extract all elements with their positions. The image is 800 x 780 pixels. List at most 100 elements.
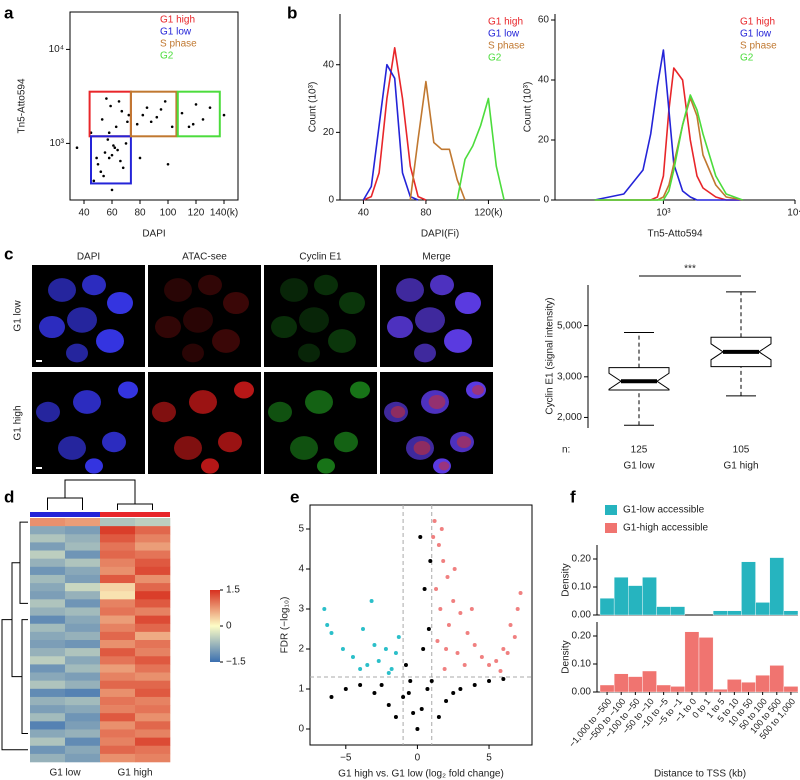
gate (129, 90, 178, 138)
legend-entry: G1 high (160, 15, 195, 26)
y-tick-label: 60 (538, 15, 550, 26)
heatmap-cell (100, 534, 136, 543)
heatmap-cell (30, 566, 66, 576)
y-tick-label: 0.10 (572, 582, 592, 593)
data-point (472, 643, 477, 647)
heatmap-cell (135, 640, 171, 649)
data-point (114, 125, 118, 129)
y-tick-label: 4 (298, 564, 304, 575)
heatmap-cell (30, 574, 66, 584)
heatmap-cell (100, 640, 136, 649)
heatmap-cell (100, 672, 136, 681)
nucleus (39, 315, 65, 339)
nucleus (305, 390, 333, 414)
data-point (360, 627, 365, 631)
data-point (329, 695, 334, 699)
data-point (117, 100, 121, 103)
bar (727, 679, 742, 693)
nucleus (67, 307, 97, 333)
heatmap-cell (135, 623, 171, 633)
x-axis-title: G1 high vs. G1 low (log₂ fold change) (338, 769, 504, 780)
heatmap-cell (135, 672, 171, 681)
data-point (201, 118, 205, 121)
heatmap-cell (30, 631, 66, 641)
nucleus (66, 343, 88, 363)
x-tick-label: 40 (78, 208, 90, 219)
heatmap-cell (135, 518, 171, 527)
heatmap-cell (30, 688, 66, 698)
heatmap-cell (65, 745, 101, 755)
heatmap-cell (100, 664, 136, 673)
heatmap-cell (65, 705, 101, 714)
y-tick-label: 20 (538, 135, 550, 146)
data-point (435, 639, 440, 643)
colorbar-tick-label: 0 (226, 621, 232, 632)
heatmap-cell (65, 696, 101, 706)
heatmap-cell (30, 648, 66, 657)
legend-entry: G2 (740, 53, 754, 64)
data-point (508, 623, 513, 627)
bar (741, 561, 756, 616)
data-point (99, 170, 103, 174)
data-point (92, 179, 96, 183)
data-point (121, 166, 125, 170)
heatmap-cell (65, 599, 101, 608)
y-tick-label: 1 (298, 684, 304, 695)
nucleus (317, 458, 335, 474)
nucleus (339, 291, 365, 315)
data-point (393, 651, 398, 655)
heatmap-cell (100, 656, 136, 665)
data-point (396, 635, 401, 639)
heatmap-cell (65, 607, 101, 616)
data-point (465, 631, 470, 635)
bar (613, 577, 629, 616)
nucleus (328, 329, 356, 353)
heatmap-cell (100, 583, 136, 592)
legend-swatch (605, 505, 617, 515)
y-axis-title: Density (561, 640, 572, 673)
legend-entry: G1 low (160, 27, 192, 38)
data-point (109, 104, 112, 108)
data-point (135, 122, 139, 126)
bar (628, 585, 643, 616)
heatmap-cell (30, 518, 66, 527)
legend-entry: G2 (488, 53, 502, 64)
x-axis-title: Tn5-Atto594 (647, 229, 702, 240)
series-line (456, 97, 505, 201)
heatmap-cell (65, 566, 101, 576)
heatmap-cell (30, 729, 66, 738)
scale-bar (36, 360, 42, 362)
y-tick-label: 0.00 (572, 610, 592, 621)
data-point (191, 122, 195, 126)
data-point (422, 587, 427, 591)
data-point (469, 607, 474, 611)
row-title: G1 low (13, 300, 24, 332)
bar (599, 684, 615, 693)
data-point (107, 131, 111, 134)
y-axis-title: FDR (−log₁₀) (280, 597, 291, 654)
nucleus (334, 431, 358, 453)
nucleus-overlay (390, 406, 406, 418)
data-point (426, 627, 431, 631)
data-point (379, 683, 384, 687)
nucleus (444, 329, 472, 353)
y-tick-label: 0.20 (572, 631, 592, 642)
dendrogram (47, 497, 83, 510)
y-tick-label: 0 (328, 195, 334, 206)
heatmap-cell (30, 550, 66, 559)
data-point (322, 607, 327, 611)
heatmap-cell (135, 607, 171, 616)
bar (783, 610, 799, 616)
heatmap-cell (100, 745, 136, 755)
nucleus-overlay (413, 441, 431, 455)
data-point (444, 699, 449, 703)
y-axis-title: Density (561, 563, 572, 596)
legend-entry: G1 high (488, 17, 523, 28)
data-point (428, 559, 433, 563)
data-point (208, 106, 212, 109)
legend-entry: G2 (160, 51, 174, 62)
data-point (518, 591, 523, 595)
heatmap-cell (135, 656, 171, 665)
nucleus (107, 291, 133, 315)
data-point (446, 623, 451, 627)
